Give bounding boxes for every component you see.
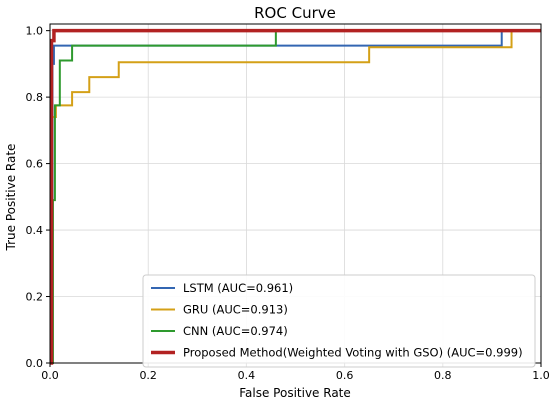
x-tick-label: 1.0 (532, 369, 550, 382)
series-line-1 (50, 29, 541, 364)
x-axis-label: False Positive Rate (239, 386, 351, 400)
x-tick-label: 0.6 (336, 369, 354, 382)
legend-label: GRU (AUC=0.913) (183, 303, 288, 317)
y-tick-label: 0.0 (26, 357, 44, 370)
y-tick-label: 0.2 (26, 291, 44, 304)
y-axis-label: True Positive Rate (4, 144, 18, 252)
legend-box (142, 274, 536, 368)
y-tick-label: 0.8 (26, 91, 44, 104)
x-tick-label: 0.4 (238, 369, 256, 382)
x-tick-label: 0.0 (41, 369, 59, 382)
x-tick-label: 0.8 (434, 369, 452, 382)
legend-label: LSTM (AUC=0.961) (183, 281, 293, 295)
y-tick-label: 0.4 (26, 224, 44, 237)
series-lines (49, 28, 541, 365)
x-tick-label: 0.2 (139, 369, 157, 382)
y-tick-label: 0.6 (26, 158, 44, 171)
y-tick-label: 1.0 (26, 25, 44, 38)
chart-title: ROC Curve (254, 4, 336, 22)
legend: LSTM (AUC=0.961) GRU (AUC=0.913) CNN (AUC=… (142, 274, 536, 368)
legend-label: CNN (AUC=0.974) (183, 324, 288, 338)
legend-label: Proposed Method(Weighted Voting with GSO… (183, 346, 523, 360)
